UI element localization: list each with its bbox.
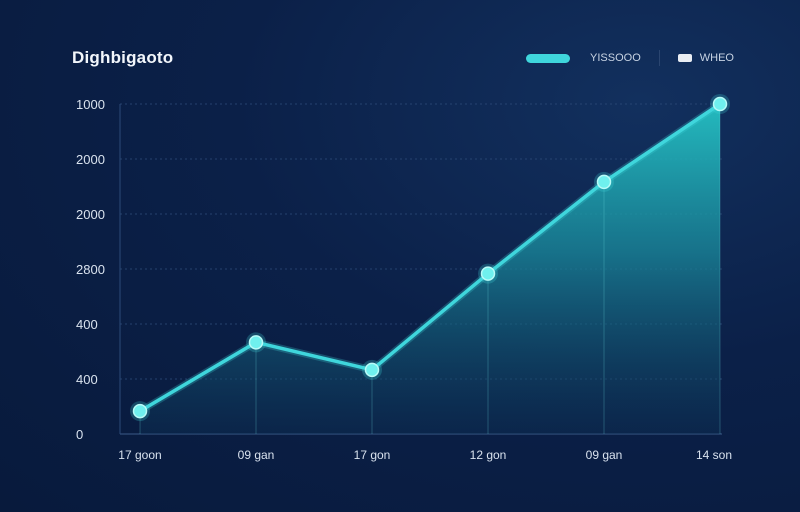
data-point <box>132 403 148 419</box>
data-point <box>712 96 728 112</box>
chart-title: Dighbigaoto <box>72 48 174 67</box>
data-point <box>364 362 380 378</box>
legend-divider <box>658 50 660 66</box>
legend-item-series-2: WHEO <box>677 52 734 64</box>
data-points <box>130 94 730 422</box>
legend-label-2: WHEO <box>699 52 734 64</box>
x-tick-label: 14 son <box>696 448 732 462</box>
data-point <box>248 335 264 350</box>
chart-legend: YISSOOO WHEO <box>508 50 734 66</box>
y-tick-label: 2800 <box>76 262 105 277</box>
legend-swatch-line <box>526 53 571 63</box>
y-axis-ticks: 0 400 400 2800 2000 2000 1000 <box>76 97 105 442</box>
vertical-guides <box>139 104 721 434</box>
legend-item-series-1: YISSOOO <box>526 52 641 64</box>
data-point <box>596 174 612 190</box>
y-tick-label: 400 <box>76 317 98 332</box>
x-tick-label: 09 gan <box>238 448 275 462</box>
x-axis-ticks: 17 goon 09 gan 17 gon 12 gon 09 gan 14 son <box>118 448 732 462</box>
series-line <box>138 102 722 413</box>
y-tick-label: 400 <box>76 372 98 387</box>
x-tick-label: 17 gon <box>354 448 391 462</box>
data-point <box>480 266 496 281</box>
y-tick-label: 2000 <box>76 152 105 167</box>
area-fill <box>140 104 720 434</box>
x-tick-label: 12 gon <box>470 448 507 462</box>
y-tick-label: 2000 <box>76 207 105 222</box>
legend-label-1: YISSOOO <box>590 52 641 64</box>
legend-swatch-box <box>677 54 692 62</box>
y-tick-label: 0 <box>76 427 83 442</box>
area-fill-group <box>140 104 720 434</box>
x-tick-label: 09 gan <box>586 448 623 462</box>
x-tick-label: 17 goon <box>118 448 161 462</box>
series-line-group <box>136 100 724 415</box>
y-tick-label: 1000 <box>76 97 105 112</box>
